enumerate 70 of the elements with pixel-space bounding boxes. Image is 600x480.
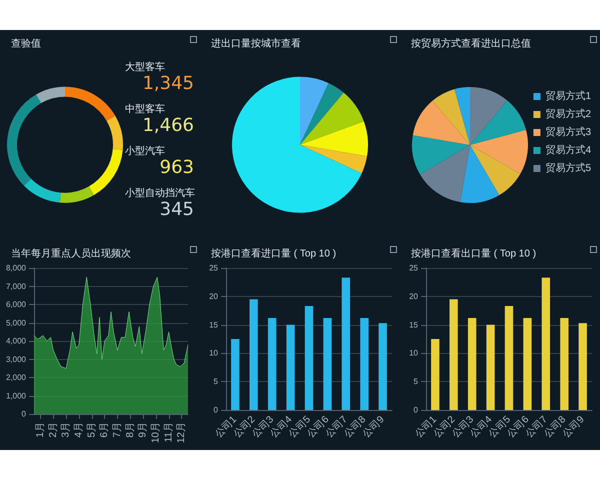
x-tick-label: 12月 bbox=[176, 422, 188, 444]
x-tick-label: 6月 bbox=[99, 422, 110, 438]
x-tick-label: 9月 bbox=[138, 422, 149, 438]
category-label: 大型客车 bbox=[125, 60, 165, 74]
bar bbox=[504, 306, 514, 410]
y-tick-label: 0 bbox=[22, 410, 27, 418]
chart-title: 进出口量按城市查看 bbox=[211, 38, 301, 50]
data-label: 1,466 bbox=[142, 115, 194, 136]
legend-label: 贸易方式5 bbox=[545, 162, 592, 174]
bar bbox=[542, 278, 550, 410]
category-label: 小型自动挡汽车 bbox=[125, 186, 195, 200]
bar bbox=[486, 324, 495, 410]
category-label: 中型客车 bbox=[125, 102, 165, 116]
bar bbox=[268, 318, 276, 410]
bar bbox=[360, 318, 368, 410]
bar bbox=[342, 278, 350, 410]
y-tick-label: 15 bbox=[409, 320, 419, 330]
x-tick-label: 2月 bbox=[48, 422, 59, 438]
bar bbox=[323, 318, 332, 410]
bar bbox=[250, 299, 258, 410]
chart-title: 按贸易方式查看进出口总值 bbox=[411, 38, 531, 50]
y-tick-label: 20 bbox=[209, 292, 219, 301]
chart-title: 按港口查看进口量 ( Top 10 ) bbox=[211, 248, 336, 260]
x-tick-label: 1月 bbox=[34, 422, 46, 438]
chart-title: 按港口查看出口量 ( Top 10 ) bbox=[411, 248, 536, 260]
y-tick-label: 20 bbox=[409, 292, 419, 301]
bar bbox=[286, 324, 295, 410]
x-tick-label: 8月 bbox=[124, 422, 136, 438]
bar bbox=[523, 318, 532, 410]
y-tick-label: 2,000 bbox=[6, 373, 27, 382]
y-tick-label: 0 bbox=[214, 406, 219, 414]
y-tick-label: 15 bbox=[209, 320, 219, 330]
bar bbox=[450, 299, 458, 410]
y-tick-label: 4,000 bbox=[6, 336, 27, 346]
data-label: 1,345 bbox=[142, 73, 194, 94]
bar bbox=[231, 339, 240, 410]
bar bbox=[378, 323, 387, 410]
data-label: 345 bbox=[160, 199, 194, 220]
y-tick-label: 10 bbox=[209, 348, 219, 358]
y-tick-label: 5 bbox=[214, 377, 219, 386]
y-tick-label: 10 bbox=[409, 348, 419, 358]
bar bbox=[560, 318, 568, 410]
y-tick-label: 5,000 bbox=[6, 318, 27, 328]
legend-label: 贸易方式2 bbox=[545, 108, 592, 120]
bar bbox=[578, 323, 587, 410]
x-tick-label: 3月 bbox=[60, 422, 72, 438]
x-tick-label: 4月 bbox=[73, 422, 84, 438]
y-tick-label: 1,000 bbox=[6, 391, 27, 400]
bar bbox=[431, 339, 440, 410]
x-tick-label: 5月 bbox=[86, 422, 98, 438]
bar bbox=[468, 318, 476, 410]
legend-label: 贸易方式1 bbox=[545, 90, 592, 102]
chart-title: 当年每月重点人员出现频次 bbox=[11, 248, 131, 260]
bar bbox=[304, 306, 314, 410]
x-tick-label: 7月 bbox=[112, 422, 123, 438]
legend-label: 贸易方式3 bbox=[545, 126, 592, 138]
y-tick-label: 3,000 bbox=[6, 354, 27, 364]
y-tick-label: 25 bbox=[409, 264, 419, 272]
x-tick-label: 11月 bbox=[163, 422, 174, 442]
y-tick-label: 5 bbox=[414, 377, 419, 386]
y-tick-label: 8,000 bbox=[6, 264, 27, 272]
y-tick-label: 6,000 bbox=[6, 300, 27, 309]
chart-title: 查验值 bbox=[11, 38, 41, 50]
category-label: 小型汽车 bbox=[125, 144, 165, 158]
data-label: 963 bbox=[160, 157, 194, 178]
x-tick-label: 10月 bbox=[150, 422, 162, 444]
legend-label: 贸易方式4 bbox=[545, 144, 592, 156]
y-tick-label: 7,000 bbox=[6, 282, 27, 291]
y-tick-label: 25 bbox=[209, 264, 219, 272]
y-tick-label: 0 bbox=[414, 406, 419, 414]
